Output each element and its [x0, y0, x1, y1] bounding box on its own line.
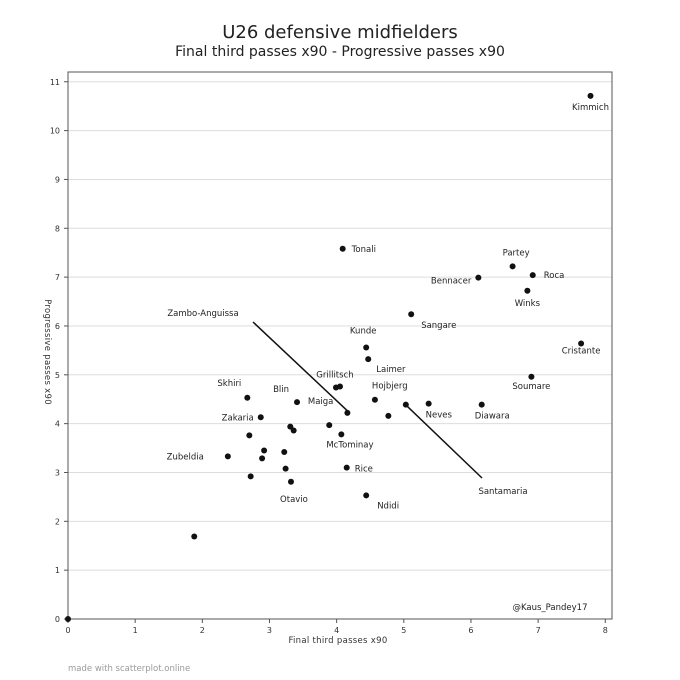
point-label: Rice — [355, 465, 373, 475]
data-point — [509, 263, 516, 270]
chart-subtitle: Final third passes x90 - Progressive pas… — [175, 44, 505, 60]
point-label: Grillitsch — [316, 371, 353, 381]
x-tick-label: 6 — [468, 626, 473, 635]
chart-title: U26 defensive midfielders — [222, 22, 458, 43]
data-point — [371, 396, 378, 403]
data-points: Kimmich Tonali Partey Roca Bennacer Winks Sang… — [65, 92, 609, 622]
y-tick-label: 5 — [55, 371, 60, 380]
x-tick-label: 7 — [536, 626, 541, 635]
data-point — [294, 399, 301, 406]
x-tick-label: 3 — [267, 626, 272, 635]
data-point — [287, 478, 294, 485]
data-point — [385, 412, 392, 419]
data-point — [363, 344, 370, 351]
y-tick-label: 9 — [55, 175, 60, 184]
gridlines — [68, 81, 612, 571]
y-tick-label: 7 — [55, 273, 60, 282]
data-point — [247, 473, 254, 480]
data-point — [529, 272, 536, 279]
y-tick-label: 3 — [55, 468, 60, 477]
annotation-line — [405, 405, 483, 479]
x-tick-label: 0 — [65, 626, 70, 635]
data-point — [578, 340, 585, 347]
point-label: Cristante — [562, 347, 601, 357]
point-label: Winks — [515, 299, 541, 309]
point-label: Maiga — [308, 397, 334, 407]
y-tick-label: 2 — [55, 517, 60, 526]
data-point — [261, 447, 268, 454]
annotation-label: Santamaria — [478, 487, 527, 497]
point-label: Zakaria — [222, 413, 254, 423]
y-tick-label: 0 — [55, 615, 60, 624]
data-point — [191, 533, 198, 540]
x-axis-title: Final third passes x90 — [288, 636, 387, 646]
y-tick-label: 1 — [55, 566, 60, 575]
x-tick-label: 8 — [603, 626, 608, 635]
data-point — [282, 465, 289, 472]
data-point — [257, 414, 264, 421]
data-point — [344, 409, 351, 416]
data-point — [475, 274, 482, 281]
data-point — [65, 616, 71, 622]
point-label: Partey — [503, 248, 530, 258]
y-tick-label: 8 — [55, 224, 60, 233]
data-point — [287, 423, 294, 430]
data-point — [524, 287, 531, 294]
data-point — [326, 422, 333, 429]
data-point — [402, 401, 409, 408]
point-label: Tonali — [351, 245, 376, 255]
x-tick-label: 1 — [133, 626, 138, 635]
point-label: Hojbjerg — [372, 382, 408, 392]
point-label: Roca — [544, 271, 565, 281]
annotation-line — [252, 321, 349, 412]
data-point — [290, 427, 297, 434]
annotation-label: Zambo-Anguissa — [167, 309, 238, 319]
data-point — [339, 245, 346, 252]
y-tick-label: 11 — [50, 78, 60, 87]
axes: 0 1 2 3 4 5 6 7 8 9 10 11 0 1 2 3 4 5 6 7 8 — [50, 71, 613, 635]
annotation-lines: Zambo-Anguissa Santamaria — [167, 309, 527, 497]
data-point — [363, 492, 370, 499]
x-tick-label: 5 — [401, 626, 406, 635]
point-label: Otavio — [280, 495, 308, 505]
point-label: Bennacer — [431, 277, 472, 287]
point-label: Blin — [273, 385, 289, 395]
data-point — [244, 394, 251, 401]
point-label: Soumare — [512, 382, 550, 392]
data-point — [338, 431, 345, 438]
data-point — [259, 455, 266, 462]
data-point — [343, 464, 350, 471]
y-axis-title: Progressive passes x90 — [42, 299, 52, 405]
data-point — [528, 373, 535, 380]
y-tick-label: 10 — [50, 127, 60, 136]
point-label: Kimmich — [572, 103, 609, 113]
data-point — [408, 311, 415, 318]
data-point — [337, 383, 343, 390]
data-point — [365, 356, 372, 363]
plot-frame — [67, 71, 613, 620]
data-point — [478, 401, 485, 408]
point-label: Neves — [426, 411, 453, 421]
point-label: Zubeldia — [167, 452, 204, 462]
point-label: Diawara — [475, 412, 510, 422]
data-point — [224, 453, 231, 460]
point-label: Skhiri — [217, 379, 241, 389]
x-tick-label: 4 — [334, 626, 339, 635]
watermark: @Kaus_Pandey17 — [512, 603, 587, 613]
data-point — [587, 92, 594, 99]
point-label: Sangare — [421, 321, 456, 331]
point-label: Laimer — [376, 365, 406, 375]
y-tick-label: 4 — [55, 420, 60, 429]
point-label: Ndidi — [377, 501, 399, 511]
data-point — [281, 448, 288, 455]
data-point — [425, 400, 432, 407]
data-point — [246, 432, 253, 439]
point-label: Kunde — [350, 326, 377, 336]
footer-credit: made with scatterplot.online — [68, 664, 191, 674]
point-label: McTominay — [326, 440, 373, 450]
y-tick-label: 6 — [55, 322, 60, 331]
x-tick-label: 2 — [200, 626, 205, 635]
